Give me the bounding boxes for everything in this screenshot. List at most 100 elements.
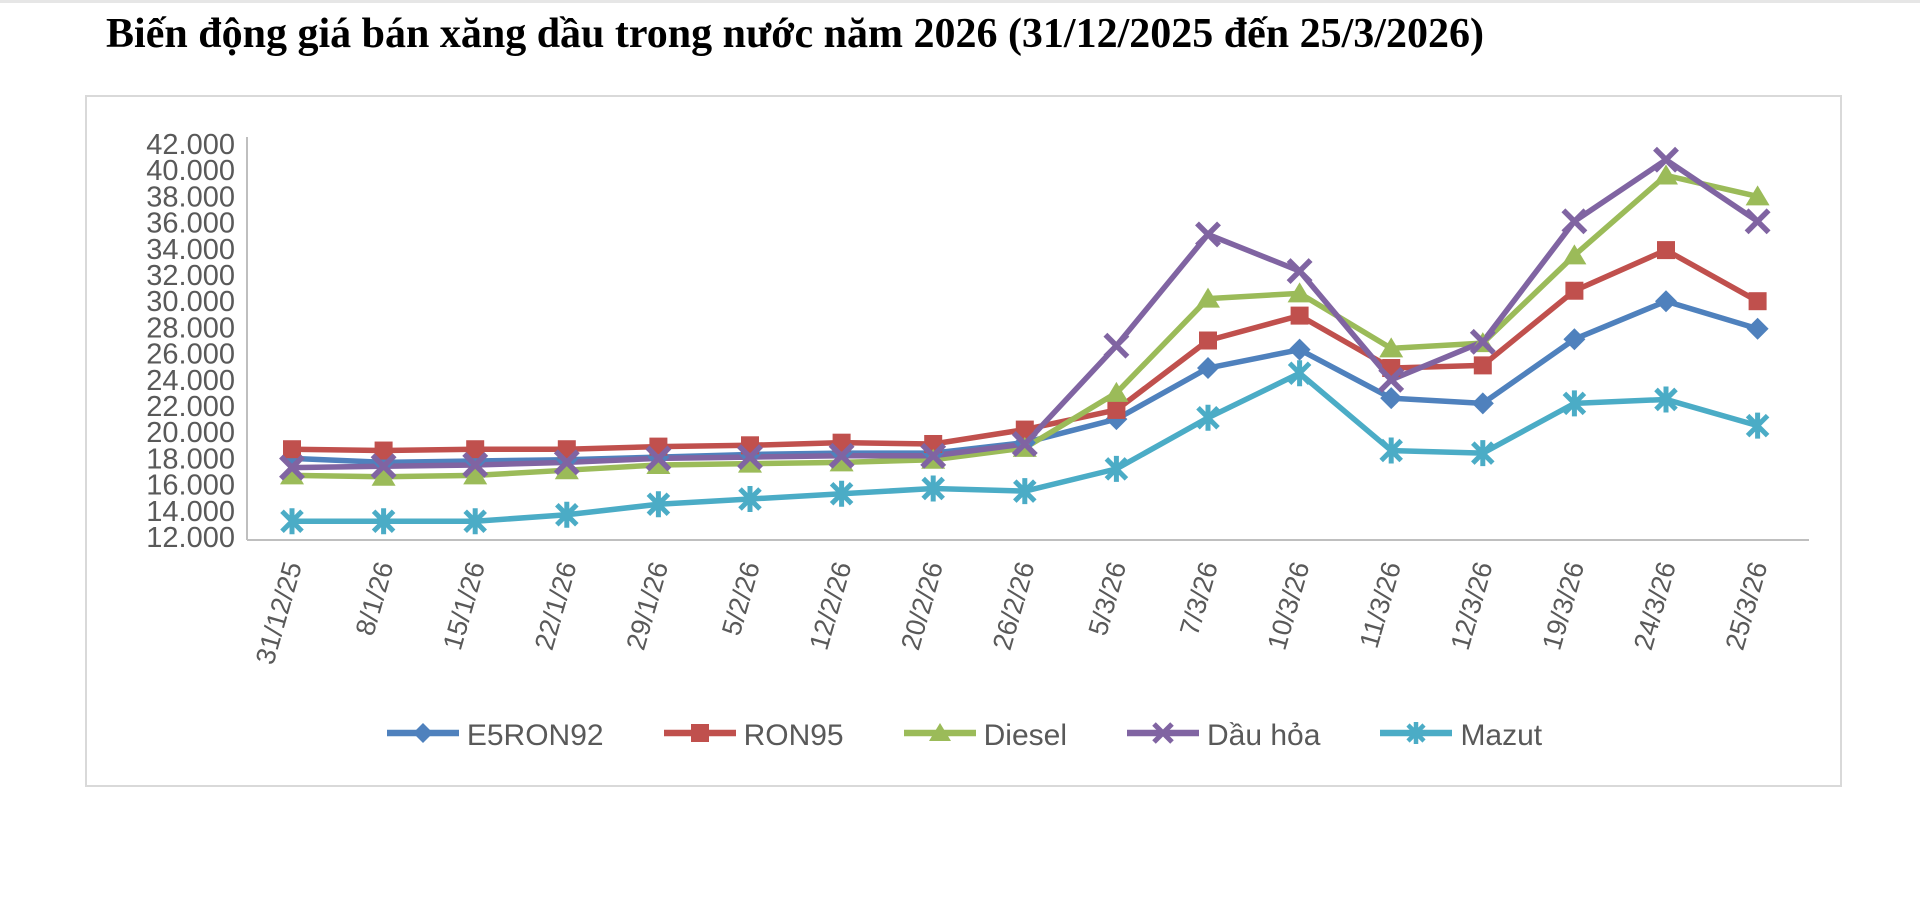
series-e5ron92-marker <box>1380 387 1403 410</box>
series-dầu-hỏa-marker <box>279 454 305 481</box>
x-axis-tick-label: 24/3/26 <box>1628 558 1682 653</box>
series-dầu-hỏa-marker <box>1653 146 1679 173</box>
series-ron95-marker <box>832 433 851 452</box>
series-dầu-hỏa-marker <box>1469 328 1496 355</box>
series-diesel-marker <box>1104 381 1129 402</box>
series-mazut-marker <box>646 491 671 518</box>
x-axis-tick-label: 12/2/26 <box>804 558 858 653</box>
legend-item-diesel: Diesel <box>902 718 1067 753</box>
y-axis-tick-label: 38.000 <box>146 181 235 213</box>
series-mazut-marker <box>921 475 945 502</box>
series-ron95-marker <box>466 440 485 459</box>
series-ron95-marker <box>1199 331 1217 350</box>
legend-item-mazut: Mazut <box>1378 718 1542 753</box>
series-mazut-marker <box>1654 386 1678 413</box>
y-axis-tick-label: 24.000 <box>146 365 235 397</box>
series-diesel-marker <box>738 452 762 473</box>
x-axis-tick-label: 20/2/26 <box>895 558 949 653</box>
legend-label: RON95 <box>743 718 844 752</box>
series-mazut-marker <box>1562 390 1587 417</box>
legend-item-ron95: RON95 <box>662 718 844 753</box>
series-mazut-marker <box>463 508 487 535</box>
triangle-marker-icon <box>928 723 951 741</box>
series-mazut-marker <box>555 501 579 528</box>
series-dầu-hỏa-marker <box>1378 366 1405 393</box>
mazut-line-marker-icon <box>1378 718 1454 753</box>
series-ron95-marker <box>283 440 301 459</box>
series-e5ron92-marker <box>1746 317 1769 340</box>
series-diesel-marker <box>371 465 396 486</box>
series-diesel-marker <box>1654 164 1678 185</box>
series-dầu-hỏa-marker <box>1011 431 1038 457</box>
x-axis-tick-label: 7/3/26 <box>1174 558 1224 638</box>
legend-swatch-svg <box>903 723 976 741</box>
series-dầu-hỏa-marker <box>1744 208 1771 235</box>
x-axis-tick-label: 5/2/26 <box>716 558 766 638</box>
legend-label: Diesel <box>983 718 1067 752</box>
series-mazut-marker <box>1013 478 1037 505</box>
series-diesel-marker <box>1379 337 1404 358</box>
legend-label: E5RON92 <box>466 718 604 752</box>
series-dầu-hỏa-marker <box>737 444 763 471</box>
series-mazut-marker <box>1104 455 1129 482</box>
chart-legend: E5RON92 RON95 Diesel Dầu hỏa Mazut <box>87 718 1840 753</box>
series-ron95-marker <box>1657 241 1675 260</box>
chart-plot-area: 42.00040.00038.00036.00034.00032.00030.0… <box>146 129 1809 668</box>
x-axis-tick-label: 26/2/26 <box>987 558 1041 653</box>
x-axis-tick-label: 29/1/26 <box>620 558 674 653</box>
y-axis-tick-label: 34.000 <box>146 234 235 266</box>
series-e5ron92-marker <box>1471 392 1494 415</box>
series-diesel-marker <box>829 451 854 472</box>
series-e5ron92-marker <box>1197 357 1219 380</box>
series-e5ron92-marker <box>1563 328 1586 351</box>
series-mazut-marker <box>1471 440 1495 467</box>
series-diesel-marker <box>1196 287 1220 308</box>
series-dầu-hỏa-marker <box>553 449 580 476</box>
e5ron92-line-marker-icon <box>385 718 461 753</box>
y-axis-tick-label: 22.000 <box>146 391 235 423</box>
asterisk-marker-icon <box>1406 722 1427 744</box>
ron95-line-marker-icon <box>662 718 738 753</box>
page-title: Biến động giá bán xăng dầu trong nước nă… <box>106 11 1484 57</box>
y-axis-tick-label: 12.000 <box>146 522 235 554</box>
y-axis-tick-label: 14.000 <box>146 496 235 528</box>
dau-hoa-line-marker-icon <box>1125 718 1201 753</box>
series-ron95-marker <box>1290 306 1309 325</box>
series-dầu-hỏa-marker <box>1286 258 1313 285</box>
series-diesel-marker <box>554 459 579 480</box>
series-mazut-marker <box>1379 437 1403 464</box>
series-dầu-hỏa-marker <box>645 445 672 472</box>
x-axis-tick-label: 8/1/26 <box>350 558 400 638</box>
x-axis-tick-label: 12/3/26 <box>1445 558 1499 653</box>
series-dầu-hỏa-marker <box>1103 332 1130 359</box>
x-axis-tick-label: 11/3/26 <box>1354 558 1407 651</box>
legend-swatch-svg <box>386 723 459 743</box>
y-axis-tick-label: 20.000 <box>146 417 235 449</box>
y-axis-tick-label: 30.000 <box>146 286 235 318</box>
series-dầu-hỏa-marker <box>462 452 489 478</box>
chart-container: 42.000 40.000 38.000 36.000 34.000 32.000 30.0… <box>85 95 1842 787</box>
x-axis-tick-label: 25/3/26 <box>1720 558 1774 653</box>
x-axis-tick-label: 10/3/26 <box>1262 558 1316 653</box>
series-mazut-marker <box>738 486 762 513</box>
x-axis-tick-label: 15/1/26 <box>437 558 491 653</box>
series-mazut-marker <box>1287 360 1312 387</box>
legend-label: Mazut <box>1460 718 1543 752</box>
window-top-edge <box>0 0 1920 3</box>
series-ron95-marker <box>1748 292 1767 311</box>
series-dầu-hỏa-marker <box>828 442 855 469</box>
series-diesel-marker <box>463 464 488 485</box>
y-axis-tick-label: 40.000 <box>146 155 235 187</box>
series-diesel-marker <box>280 464 304 485</box>
series-diesel-marker <box>1745 185 1770 206</box>
series-dầu-hỏa-marker <box>920 442 947 469</box>
series-ron95-marker <box>1107 400 1126 419</box>
series-mazut-marker <box>1196 404 1220 431</box>
series-ron95-marker <box>1015 420 1034 439</box>
series-diesel-marker <box>1562 244 1587 265</box>
series-ron95-marker <box>1565 281 1584 300</box>
series-diesel-marker <box>1287 282 1312 303</box>
series-dầu-hỏa-marker <box>1561 208 1588 235</box>
legend-item-dau-hoa: Dầu hỏa <box>1125 718 1320 753</box>
series-ron95-marker <box>557 440 576 459</box>
